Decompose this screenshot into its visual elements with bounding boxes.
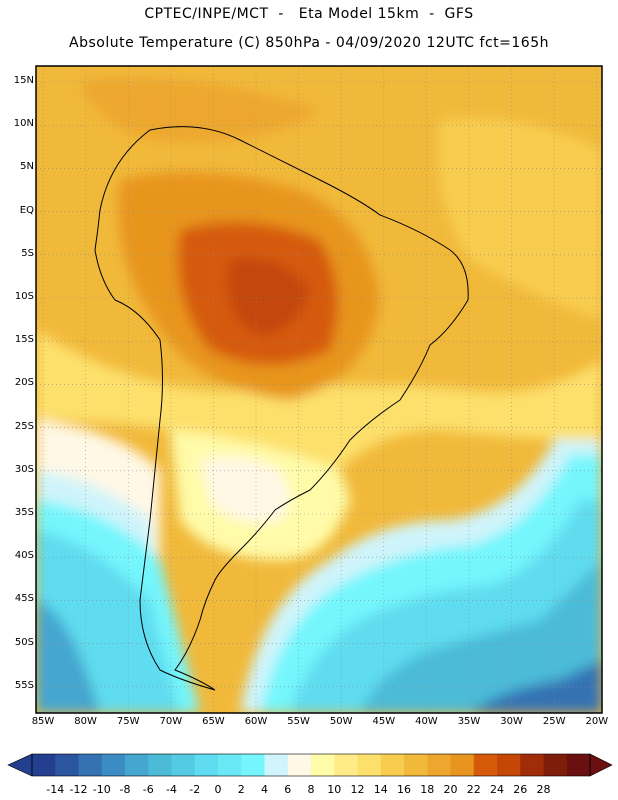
lat-label: 10N <box>13 118 34 130</box>
lon-label: 40W <box>415 716 438 727</box>
colorbar-label: 6 <box>284 783 292 796</box>
colorbar-swatch <box>357 754 382 776</box>
colorbar-swatch <box>404 754 428 776</box>
colorbar-label: -14 <box>46 783 65 796</box>
colorbar-swatch <box>543 754 568 776</box>
colorbar-label: 20 <box>443 783 458 796</box>
lat-label: 45S <box>14 593 34 605</box>
colorbar-label: 0 <box>214 783 222 796</box>
lat-label: 40S <box>14 550 34 562</box>
lon-label: 35W <box>457 716 481 727</box>
colorbar-label: 18 <box>420 783 435 796</box>
lat-label: 5N <box>20 161 34 173</box>
lon-label: 85W <box>31 716 55 727</box>
colorbar-swatch <box>497 754 521 776</box>
lat-label: 10S <box>14 291 34 302</box>
lat-label: 30S <box>14 463 34 475</box>
colorbar-label: -8 <box>119 783 131 796</box>
lon-label: 70W <box>159 716 183 727</box>
lon-label: 45W <box>372 716 396 727</box>
colorbar-swatch <box>194 754 219 776</box>
map-frame <box>35 65 603 714</box>
colorbar-swatch <box>101 754 126 776</box>
colorbar-label: 22 <box>466 783 481 796</box>
colorbar-label: 26 <box>513 783 528 796</box>
lat-label: 5S <box>21 247 34 259</box>
colorbar-swatch <box>32 754 56 776</box>
colorbar-label: 28 <box>536 783 551 796</box>
lon-label: 55W <box>287 716 310 727</box>
colorbar-label: -12 <box>69 783 88 796</box>
colorbar-swatch <box>450 754 475 776</box>
colorbar-label: 2 <box>237 783 245 796</box>
colorbar-swatch <box>311 754 335 776</box>
colorbar-swatch <box>78 754 103 776</box>
temperature-field <box>36 66 602 713</box>
lat-label: 15N <box>13 75 34 86</box>
colorbar-swatch <box>520 754 544 776</box>
lon-label: 65W <box>202 716 225 727</box>
colorbar-swatch <box>473 754 498 776</box>
colorbar-label: 16 <box>397 783 411 796</box>
lon-label: 20W <box>585 716 609 727</box>
colorbar-swatch <box>241 754 265 776</box>
colorbar-label: 14 <box>373 783 388 796</box>
lon-label: 50W <box>329 716 353 727</box>
lon-label: 60W <box>244 716 268 727</box>
colorbar-swatch <box>287 754 312 776</box>
lon-label: 75W <box>116 716 140 727</box>
lat-label: 35S <box>14 507 34 518</box>
coastline <box>94 126 469 691</box>
colorbar-label: -6 <box>142 783 154 796</box>
lat-label: 15S <box>14 334 34 346</box>
colorbar-label: 12 <box>350 783 365 796</box>
colorbar-label: -10 <box>92 783 111 796</box>
colorbar-label: 8 <box>307 783 315 796</box>
colorbar-label: -4 <box>166 783 177 796</box>
colorbar-swatch <box>566 754 591 776</box>
lat-label: EQ <box>19 204 34 216</box>
colorbar-swatch <box>171 754 196 776</box>
colorbar-swatch <box>380 754 405 776</box>
lat-label: 20S <box>14 377 34 389</box>
colorbar-high-arrow <box>589 753 613 777</box>
colorbar-low-arrow <box>7 753 33 777</box>
colorbar-swatch <box>55 754 79 776</box>
lat-label: 55S <box>14 679 34 691</box>
colorbar-label: 4 <box>261 783 268 796</box>
colorbar-swatch <box>148 754 172 776</box>
lat-label: 50S <box>14 636 34 648</box>
colorbar-swatch <box>427 754 451 776</box>
colorbar-swatch <box>125 754 149 776</box>
map-title-line2: Absolute Temperature (C) 850hPa - 04/09/… <box>69 35 549 51</box>
colorbar-swatch <box>264 754 289 776</box>
colorbar-outline <box>31 753 591 777</box>
colorbar <box>7 753 613 777</box>
lon-label: 25W <box>542 716 566 727</box>
colorbar-label: 24 <box>490 783 504 796</box>
lon-label: 80W <box>74 716 97 727</box>
colorbar-label: -2 <box>189 783 201 796</box>
colorbar-swatch <box>334 754 358 776</box>
map-title-line1: CPTEC/INPE/MCT - Eta Model 15km - GFS <box>144 6 474 22</box>
colorbar-label: 10 <box>327 783 342 796</box>
lat-label: 25S <box>14 420 34 432</box>
colorbar-swatch <box>218 754 242 776</box>
lon-label: 30W <box>500 716 523 727</box>
